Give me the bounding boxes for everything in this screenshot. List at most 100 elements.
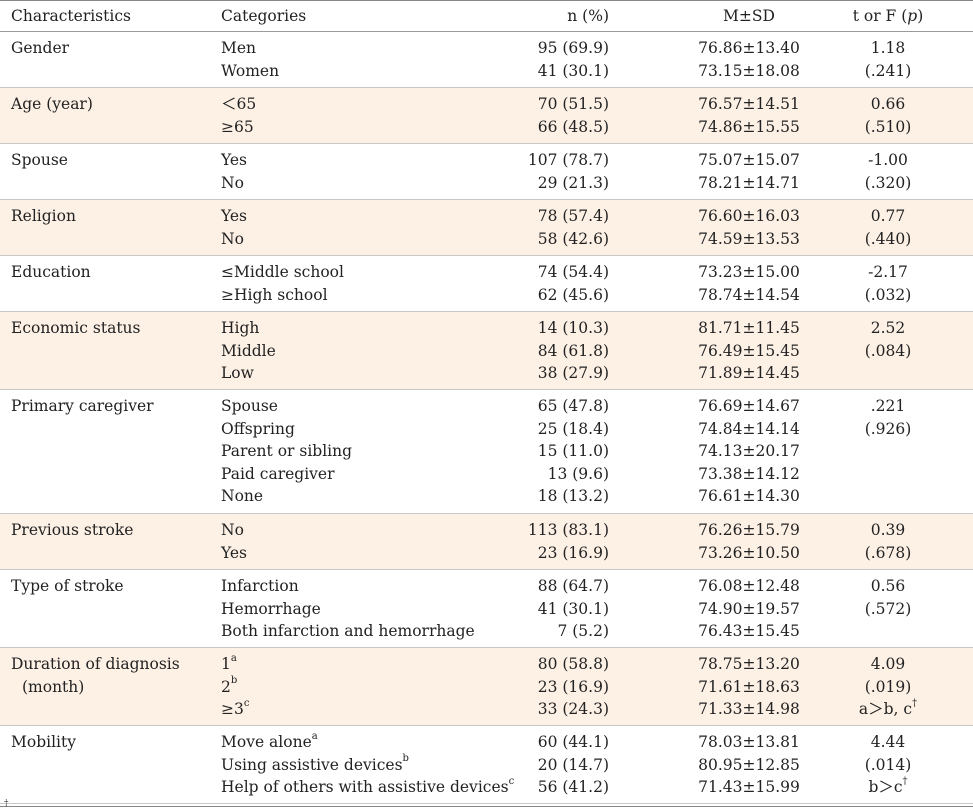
table-group: Type of stroke Infarction 88 (64.7) 76.08±1… bbox=[0, 570, 973, 648]
category-cell: Women bbox=[221, 60, 279, 83]
category-text: No bbox=[221, 229, 244, 248]
header-p-italic: p bbox=[907, 7, 918, 25]
mean-sd-cell: 78.75±13.20 bbox=[698, 655, 800, 673]
category-text: Offspring bbox=[221, 419, 295, 438]
category-cell: High bbox=[221, 317, 259, 340]
category-cell: Move alonea bbox=[221, 731, 318, 754]
table-bottom-rule bbox=[0, 806, 973, 807]
mean-sd-cell: 78.03±13.81 bbox=[698, 733, 800, 751]
statistic-cell: (.510) bbox=[818, 116, 958, 139]
statistic-text: 0.39 bbox=[870, 521, 906, 539]
category-cell: ≥High school bbox=[221, 284, 328, 307]
mean-sd-cell: 81.71±11.45 bbox=[698, 319, 800, 337]
category-cell: ≥65 bbox=[221, 116, 254, 139]
mean-sd-cell: 76.86±13.40 bbox=[698, 39, 800, 57]
table-row: Duration of diagnosis 1a 80 (58.8) 78.75±13… bbox=[0, 653, 973, 676]
category-cell: Paid caregiver bbox=[221, 463, 335, 486]
category-cell: Yes bbox=[221, 542, 247, 565]
table-row: Middle 84 (61.8) 76.49±15.45 (.084) bbox=[0, 340, 973, 363]
statistic-cell: (.572) bbox=[818, 598, 958, 621]
category-text: ≥3 bbox=[221, 700, 244, 718]
n-percent-cell: 78 (57.4) bbox=[537, 207, 609, 225]
statistic-cell: (.084) bbox=[818, 340, 958, 363]
mean-sd-cell: 74.84±14.14 bbox=[698, 419, 800, 438]
category-cell: Yes bbox=[221, 205, 247, 228]
n-percent-cell: 95 (69.9) bbox=[537, 39, 609, 57]
category-cell: 1a bbox=[221, 653, 237, 676]
table-row: Gender Men 95 (69.9) 76.86±13.40 1.18 bbox=[0, 37, 973, 60]
statistic-text: (.241) bbox=[864, 61, 912, 80]
characteristic-label: Religion bbox=[11, 207, 76, 225]
mean-sd-cell: 73.23±15.00 bbox=[698, 263, 800, 281]
statistic-cell: -1.00 bbox=[818, 149, 958, 172]
category-text: Paid caregiver bbox=[221, 464, 335, 483]
statistic-cell: 0.39 bbox=[818, 519, 958, 542]
n-percent-cell: 25 (18.4) bbox=[537, 419, 609, 438]
characteristic-label: Primary caregiver bbox=[11, 397, 154, 415]
mean-sd-cell: 71.43±15.99 bbox=[698, 778, 800, 796]
category-cell: No bbox=[221, 172, 244, 195]
n-percent-cell: 38 (27.9) bbox=[537, 364, 609, 382]
table-row: Parent or sibling 15 (11.0) 74.13±20.17 bbox=[0, 440, 973, 463]
n-percent-cell: 88 (64.7) bbox=[537, 577, 609, 595]
table-row: Type of stroke Infarction 88 (64.7) 76.08±1… bbox=[0, 575, 973, 598]
mean-sd-cell: 74.13±20.17 bbox=[698, 442, 800, 460]
characteristic-label: Duration of diagnosis bbox=[11, 655, 180, 673]
category-cell: Spouse bbox=[221, 395, 278, 418]
category-text: ＜65 bbox=[221, 95, 257, 113]
statistic-cell: (.241) bbox=[818, 60, 958, 83]
n-percent-cell: 23 (16.9) bbox=[537, 677, 609, 696]
n-percent-cell: 66 (48.5) bbox=[537, 117, 609, 136]
n-percent-cell: 7 (5.2) bbox=[557, 622, 609, 640]
table-group: Religion Yes 78 (57.4) 76.60±16.03 0.77 No 58 … bbox=[0, 200, 973, 256]
mean-sd-cell: 74.86±15.55 bbox=[698, 117, 800, 136]
table-row: Religion Yes 78 (57.4) 76.60±16.03 0.77 bbox=[0, 205, 973, 228]
statistic-cell: .221 bbox=[818, 395, 958, 418]
mean-sd-cell: 76.61±14.30 bbox=[698, 487, 800, 505]
statistic-cell: 2.52 bbox=[818, 317, 958, 340]
table-group: Age (year) ＜65 70 (51.5) 76.57±14.51 0.66 ≥65… bbox=[0, 88, 973, 144]
statistic-cell: (.678) bbox=[818, 542, 958, 565]
table-row: Help of others with assistive devicesc 56… bbox=[0, 776, 973, 799]
table-group: Primary caregiver Spouse 65 (47.8) 76.69±14… bbox=[0, 390, 973, 514]
table-group: Previous stroke No 113 (83.1) 76.26±15.79 0.… bbox=[0, 514, 973, 570]
statistic-text: (.019) bbox=[864, 677, 912, 696]
table-row: ≥3c 33 (24.3) 71.33±14.98 a＞b, c† bbox=[0, 698, 973, 721]
category-text: Hemorrhage bbox=[221, 599, 321, 618]
statistic-text: (.510) bbox=[864, 117, 912, 136]
table-row: Education ≤Middle school 74 (54.4) 73.23±15… bbox=[0, 261, 973, 284]
statistic-cell: (.032) bbox=[818, 284, 958, 307]
category-text: ≤Middle school bbox=[221, 263, 344, 281]
header-categories: Categories bbox=[221, 7, 307, 25]
category-text: 1 bbox=[221, 655, 231, 673]
category-cell: ＜65 bbox=[221, 93, 256, 116]
statistic-text: (.678) bbox=[864, 543, 912, 562]
mean-sd-cell: 78.74±14.54 bbox=[698, 285, 800, 304]
mean-sd-cell: 73.26±10.50 bbox=[698, 543, 800, 562]
statistic-text: 2.52 bbox=[870, 319, 906, 337]
category-text: Move alone bbox=[221, 733, 312, 751]
characteristic-label: Gender bbox=[11, 39, 70, 57]
mean-sd-cell: 71.89±14.45 bbox=[698, 364, 800, 382]
mean-sd-cell: 76.60±16.03 bbox=[698, 207, 800, 225]
n-percent-cell: 65 (47.8) bbox=[537, 397, 609, 415]
table-row: Spouse Yes 107 (78.7) 75.07±15.07 -1.00 bbox=[0, 149, 973, 172]
category-cell: Yes bbox=[221, 149, 247, 172]
n-percent-cell: 33 (24.3) bbox=[537, 700, 609, 718]
mean-sd-cell: 80.95±12.85 bbox=[698, 755, 800, 774]
mean-sd-cell: 78.21±14.71 bbox=[698, 173, 800, 192]
statistic-cell: (.019) bbox=[818, 676, 958, 699]
header-t-or-f: t or F (p) bbox=[818, 1, 958, 31]
statistic-cell: 0.56 bbox=[818, 575, 958, 598]
category-cell: 2b bbox=[221, 676, 237, 699]
table-row: Paid caregiver 13 (9.6) 73.38±14.12 bbox=[0, 463, 973, 486]
statistic-cell: b＞c† bbox=[818, 776, 958, 799]
n-percent-cell: 56 (41.2) bbox=[537, 778, 609, 796]
statistic-cell: 4.09 bbox=[818, 653, 958, 676]
n-percent-cell: 62 (45.6) bbox=[537, 285, 609, 304]
statistic-text: (.926) bbox=[864, 419, 912, 438]
table-row: Both infarction and hemorrhage 7 (5.2) 76.… bbox=[0, 620, 973, 643]
n-percent-cell: 13 (9.6) bbox=[547, 464, 609, 483]
footnote-mark: † bbox=[4, 799, 9, 809]
